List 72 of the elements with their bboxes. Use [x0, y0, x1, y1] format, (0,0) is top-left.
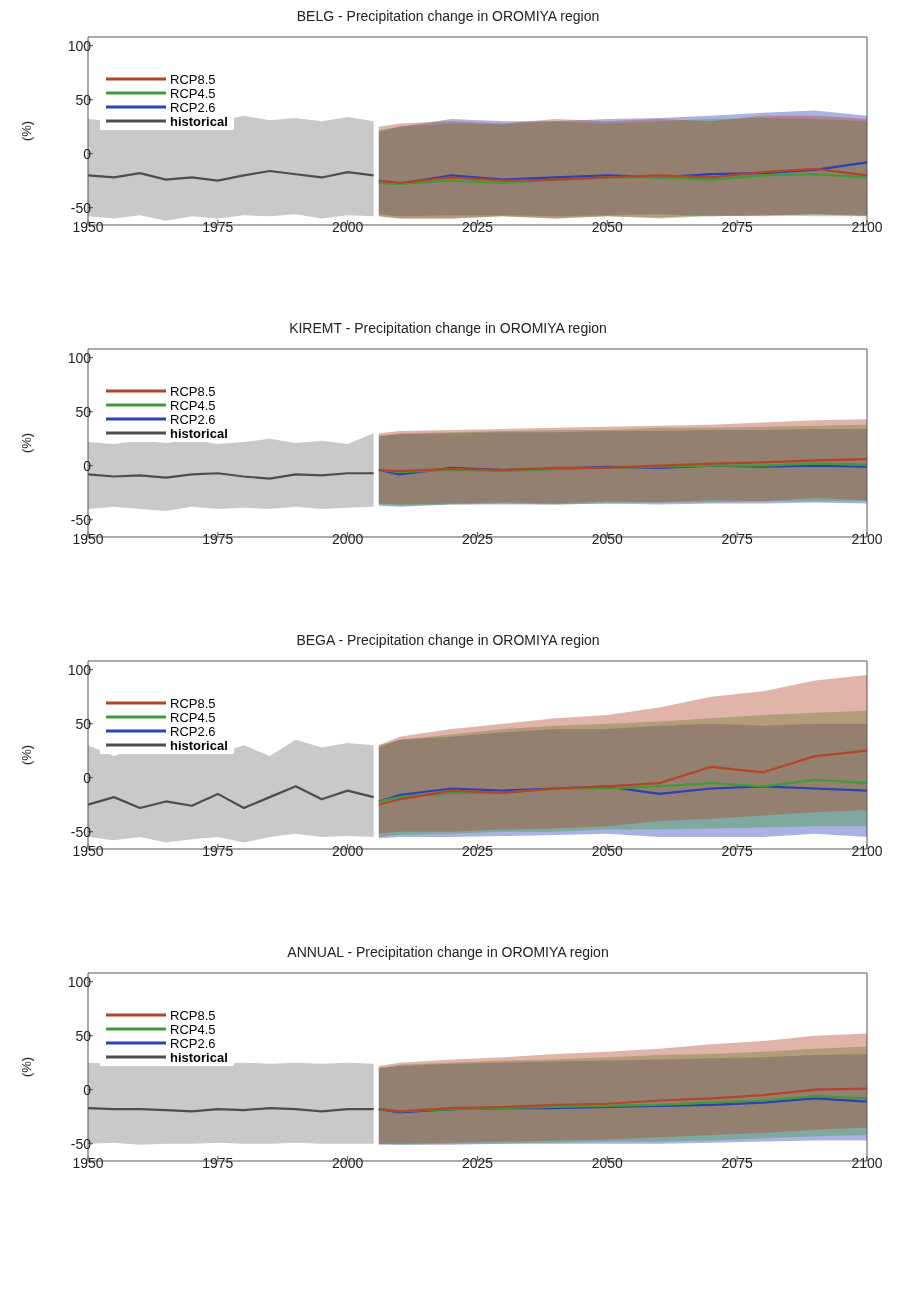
- x-tick-label: 2000: [332, 1154, 364, 1171]
- x-tick-label: 2100: [851, 1154, 883, 1171]
- y-tick-label: 0: [83, 769, 92, 786]
- legend-label: RCP4.5: [170, 85, 216, 101]
- legend-label: RCP2.6: [170, 723, 216, 739]
- y-tick-label: -50: [70, 1135, 92, 1152]
- legend-label: historical: [170, 1049, 228, 1065]
- x-tick-label: 2025: [461, 530, 494, 547]
- chart-title: BELG - Precipitation change in OROMIYA region: [295, 8, 601, 26]
- chart-title: ANNUAL - Precipitation change in OROMIYA region: [286, 944, 610, 962]
- y-tick-label: 50: [75, 1027, 92, 1044]
- line-series: [377, 167, 867, 184]
- x-tick-label: 2025: [461, 218, 494, 235]
- y-tick-label: 50: [75, 403, 92, 420]
- legend-label: RCP4.5: [170, 1021, 216, 1037]
- legend-label: historical: [170, 113, 228, 129]
- legend-label: RCP2.6: [170, 411, 216, 427]
- x-tick-label: 2100: [851, 842, 883, 859]
- x-tick-label: 1975: [202, 530, 234, 547]
- y-tick-label: -50: [70, 511, 92, 528]
- x-tick-label: 2100: [851, 218, 883, 235]
- y-tick-label: 100: [67, 661, 92, 678]
- legend-label: RCP4.5: [170, 397, 216, 413]
- legend-label: historical: [170, 425, 228, 441]
- x-tick-label: 2050: [591, 842, 624, 859]
- legend-label: historical: [170, 737, 228, 753]
- x-tick-label: 2075: [721, 218, 753, 235]
- y-tick-label: 0: [83, 1081, 92, 1098]
- y-axis-title: (%): [18, 1056, 34, 1078]
- legend-label: RCP2.6: [170, 99, 216, 115]
- x-tick-label: 1975: [202, 1154, 234, 1171]
- y-tick-label: 0: [83, 457, 92, 474]
- legend-label: RCP2.6: [170, 1035, 216, 1051]
- x-tick-label: 2000: [332, 530, 364, 547]
- line-series: [377, 458, 867, 473]
- line-series: [377, 1087, 867, 1113]
- y-tick-label: -50: [70, 199, 92, 216]
- x-tick-label: 2100: [851, 530, 883, 547]
- y-tick-label: 100: [67, 973, 92, 990]
- x-tick-label: 1950: [72, 530, 104, 547]
- x-tick-label: 2000: [332, 842, 364, 859]
- legend-label: RCP4.5: [170, 709, 216, 725]
- x-tick-label: 1950: [72, 218, 104, 235]
- legend-label: RCP8.5: [170, 1007, 216, 1023]
- x-tick-label: 2050: [591, 1154, 624, 1171]
- x-tick-label: 2050: [591, 530, 624, 547]
- x-tick-label: 2025: [461, 1154, 494, 1171]
- x-tick-label: 1975: [202, 842, 234, 859]
- x-tick-label: 2075: [721, 842, 753, 859]
- x-tick-label: 2075: [721, 530, 753, 547]
- x-tick-label: 2075: [721, 1154, 753, 1171]
- line-series: [377, 749, 867, 806]
- x-tick-label: 2050: [591, 218, 624, 235]
- legend-label: RCP8.5: [170, 383, 216, 399]
- y-tick-label: 0: [83, 145, 92, 162]
- y-tick-label: 100: [67, 37, 92, 54]
- x-tick-label: 1950: [72, 1154, 104, 1171]
- x-tick-label: 2025: [461, 842, 494, 859]
- y-tick-label: 100: [67, 349, 92, 366]
- legend-label: RCP8.5: [170, 695, 216, 711]
- y-tick-label: 50: [75, 715, 92, 732]
- y-tick-label: -50: [70, 823, 92, 840]
- chart-title: KIREMT - Precipitation change in OROMIYA region: [288, 320, 608, 338]
- x-tick-label: 2000: [332, 218, 364, 235]
- x-tick-label: 1975: [202, 218, 234, 235]
- y-axis-title: (%): [18, 432, 34, 454]
- chart-title: BEGA - Precipitation change in OROMIYA region: [295, 632, 601, 650]
- x-tick-label: 1950: [72, 842, 104, 859]
- legend-label: RCP8.5: [170, 71, 216, 87]
- y-axis-title: (%): [18, 120, 34, 142]
- y-tick-label: 50: [75, 91, 92, 108]
- y-axis-title: (%): [18, 744, 34, 766]
